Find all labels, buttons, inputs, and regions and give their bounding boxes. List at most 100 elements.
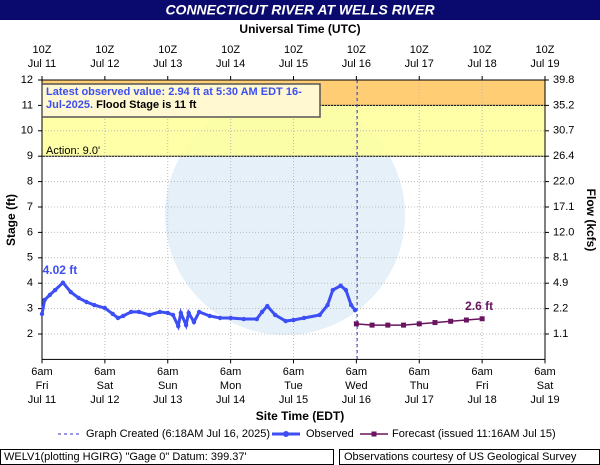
x2-tick-label: 10Z bbox=[473, 44, 492, 56]
latest-text: Latest observed value: 2.94 ft at 5:30 A… bbox=[46, 86, 302, 111]
x-tick-date: Jul 17 bbox=[405, 394, 434, 406]
x2-tick-date: Jul 12 bbox=[90, 58, 119, 70]
point bbox=[385, 322, 391, 328]
y-axis-title: Stage (ft) bbox=[4, 194, 18, 246]
x-tick-day: Fri bbox=[476, 380, 489, 392]
y2-tick-label: 4.9 bbox=[553, 277, 568, 289]
value-label: 2.6 ft bbox=[465, 299, 493, 313]
point bbox=[217, 315, 223, 321]
point bbox=[228, 315, 233, 321]
y-tick-label: 11 bbox=[22, 99, 33, 111]
point bbox=[121, 313, 126, 319]
point bbox=[92, 302, 97, 308]
x2-tick-date: Jul 19 bbox=[530, 58, 559, 70]
note-box bbox=[41, 83, 321, 118]
x2-tick-date: Jul 14 bbox=[216, 58, 245, 70]
point bbox=[147, 312, 152, 318]
point bbox=[348, 302, 354, 308]
y2-tick-label: 17.1 bbox=[553, 201, 574, 213]
x-tick-day: Thu bbox=[410, 380, 429, 392]
point bbox=[128, 309, 134, 315]
point bbox=[102, 305, 108, 311]
y2-axis-title: Flow (kcfs) bbox=[584, 189, 598, 252]
x-tick-day: Sat bbox=[537, 380, 554, 392]
x-tick-day: Wed bbox=[345, 380, 367, 392]
point bbox=[165, 310, 170, 316]
y2-tick-label: 26.4 bbox=[553, 150, 574, 162]
point bbox=[60, 280, 66, 285]
y-tick-label: 10 bbox=[21, 125, 33, 137]
point bbox=[338, 283, 343, 288]
point bbox=[343, 287, 349, 293]
legend-marker bbox=[371, 431, 377, 437]
x-tick-date: Jul 11 bbox=[28, 394, 57, 406]
plot-frame bbox=[41, 79, 546, 360]
point bbox=[241, 316, 246, 322]
point bbox=[432, 320, 438, 326]
legend-created-label: Graph Created (6:18AM Jul 16, 2025) bbox=[86, 428, 270, 440]
x-tick-date: Jul 13 bbox=[153, 394, 182, 406]
point bbox=[186, 310, 191, 316]
x-tick-label: 6am bbox=[94, 366, 115, 378]
point bbox=[416, 321, 422, 327]
footer-left: WELV1(plotting HGIRG) "Gage 0" Datum: 39… bbox=[4, 451, 247, 463]
point bbox=[42, 297, 47, 303]
x-tick-date: Jul 12 bbox=[90, 394, 119, 406]
point bbox=[68, 289, 74, 295]
point bbox=[136, 309, 142, 315]
legend-label: Observed bbox=[306, 428, 354, 440]
x2-tick-label: 10Z bbox=[410, 44, 429, 56]
x2-tick-label: 10Z bbox=[158, 44, 177, 56]
point bbox=[448, 318, 454, 324]
point bbox=[401, 322, 407, 328]
x-tick-day: Fri bbox=[36, 380, 49, 392]
x-tick-date: Jul 19 bbox=[530, 394, 559, 406]
y-tick-label: 6 bbox=[27, 226, 33, 238]
point bbox=[76, 295, 81, 301]
x-tick-date: Jul 15 bbox=[279, 394, 308, 406]
point bbox=[254, 316, 260, 322]
point bbox=[301, 315, 307, 321]
y-tick-label: 5 bbox=[27, 252, 33, 264]
point bbox=[207, 313, 212, 319]
x-tick-label: 6am bbox=[346, 366, 367, 378]
x2-tick-date: Jul 13 bbox=[153, 58, 182, 70]
x2-tick-label: 10Z bbox=[33, 44, 52, 56]
x-tick-label: 6am bbox=[283, 366, 304, 378]
x-tick-label: 6am bbox=[534, 366, 555, 378]
x2-tick-label: 10Z bbox=[347, 44, 366, 56]
top-axis-title: Universal Time (UTC) bbox=[239, 22, 360, 36]
point bbox=[157, 309, 163, 315]
y-tick-label: 2 bbox=[27, 328, 33, 340]
point bbox=[353, 321, 359, 327]
latest-note: Latest observed value: 2.94 ft at 5:30 A… bbox=[46, 86, 316, 112]
y2-tick-label: 22.0 bbox=[553, 176, 574, 188]
y-tick-label: 12 bbox=[21, 74, 33, 86]
x-tick-date: Jul 16 bbox=[342, 394, 371, 406]
x2-tick-date: Jul 11 bbox=[28, 58, 57, 70]
y-tick-label: 9 bbox=[27, 150, 33, 162]
x-tick-label: 6am bbox=[471, 366, 492, 378]
point bbox=[272, 312, 278, 318]
x-tick-day: Sat bbox=[97, 380, 114, 392]
y-tick-label: 7 bbox=[27, 201, 33, 213]
x2-tick-date: Jul 15 bbox=[279, 58, 308, 70]
point bbox=[176, 323, 181, 329]
y2-tick-label: 2.2 bbox=[553, 303, 568, 315]
y-tick-label: 8 bbox=[27, 176, 33, 188]
y2-tick-label: 30.7 bbox=[553, 125, 574, 137]
x-tick-day: Tue bbox=[284, 380, 303, 392]
y2-tick-label: 1.1 bbox=[553, 328, 568, 340]
point bbox=[283, 318, 288, 324]
x-tick-date: Jul 14 bbox=[216, 394, 245, 406]
legend-label: Forecast (issued 11:16AM Jul 15) bbox=[392, 428, 556, 440]
x-tick-label: 6am bbox=[220, 366, 241, 378]
footer-right: Observations courtesy of US Geological S… bbox=[344, 451, 577, 463]
x-axis-title: Site Time (EDT) bbox=[256, 409, 344, 423]
x2-tick-label: 10Z bbox=[95, 44, 114, 56]
x2-tick-date: Jul 17 bbox=[405, 58, 434, 70]
y2-tick-label: 8.1 bbox=[553, 252, 568, 264]
point bbox=[84, 299, 89, 305]
